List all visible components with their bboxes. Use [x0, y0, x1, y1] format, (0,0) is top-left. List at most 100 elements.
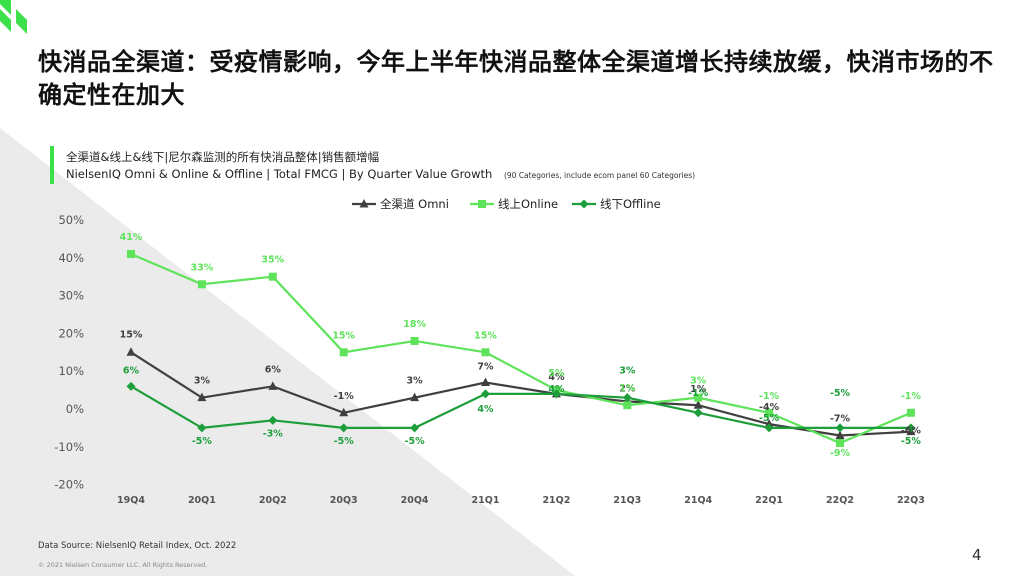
legend-marker-omni	[359, 199, 369, 208]
omni-data-label: 1%	[690, 384, 707, 395]
omni-point	[764, 419, 774, 428]
online-point	[197, 280, 206, 289]
online-data-label: 15%	[474, 330, 497, 341]
online-data-label: 15%	[332, 330, 355, 341]
x-tick-label: 22Q1	[755, 495, 783, 506]
offline-point	[126, 381, 136, 391]
offline-data-label: -5%	[405, 436, 426, 447]
y-tick-label: 0%	[66, 402, 84, 416]
offline-data-label: -5%	[334, 436, 355, 447]
omni-data-label: -6%	[901, 426, 922, 437]
online-point	[481, 348, 490, 357]
online-point	[410, 336, 419, 345]
offline-point	[481, 389, 490, 399]
omni-data-label: 15%	[120, 329, 143, 340]
offline-point	[906, 423, 916, 433]
subtitle-note: (90 Categories, include ecom panel 60 Ca…	[503, 171, 696, 180]
offline-data-label: -3%	[263, 428, 284, 439]
online-data-label: -9%	[830, 448, 851, 459]
omni-data-label: -4%	[759, 402, 780, 413]
copyright: © 2021 Nielsen Consumer LLC. All Rights …	[38, 561, 208, 569]
omni-point	[693, 400, 703, 409]
subtitle-chinese: 全渠道&线上&线下|尼尔森监测的所有快消品整体|销售额增幅	[66, 150, 380, 164]
online-data-label: 41%	[120, 232, 143, 243]
online-point	[339, 348, 348, 357]
online-point	[836, 439, 844, 448]
online-data-label: -1%	[759, 391, 780, 402]
x-tick-label: 22Q3	[897, 495, 925, 506]
y-tick-label: 40%	[58, 251, 84, 265]
y-tick-label: -10%	[54, 440, 84, 454]
offline-data-label: -1%	[688, 388, 709, 399]
omni-point	[481, 377, 490, 387]
online-data-label: 3%	[690, 376, 707, 387]
subtitle-accent-bar	[50, 146, 54, 184]
subtitle-english: NielsenIQ Omni & Online & Offline | Tota…	[66, 167, 695, 181]
offline-point	[339, 423, 349, 433]
omni-point	[410, 392, 420, 402]
x-tick-label: 20Q1	[188, 495, 216, 506]
nielsen-logo-mark	[0, 0, 27, 34]
offline-point	[197, 423, 207, 433]
online-data-label: 5%	[548, 368, 565, 379]
offline-data-label: -5%	[192, 436, 213, 447]
online-point	[623, 401, 632, 410]
offline-point	[835, 423, 845, 433]
page-title: 快消品全渠道：受疫情影响，今年上半年快消品整体全渠道增长持续放缓，快消市场的不确…	[38, 48, 994, 109]
omni-data-label: 3%	[194, 376, 211, 387]
legend-label-offline: 线下Offline	[600, 197, 661, 211]
y-tick-label: 10%	[58, 364, 84, 378]
omni-point	[835, 430, 845, 439]
y-tick-label: 50%	[58, 213, 84, 227]
online-point	[268, 272, 277, 281]
x-tick-label: 20Q2	[259, 495, 287, 506]
offline-data-label: -5%	[901, 436, 922, 447]
y-tick-label: 30%	[58, 289, 84, 303]
online-point	[127, 250, 135, 259]
online-data-label: -1%	[901, 391, 922, 402]
offline-point	[410, 423, 420, 433]
omni-point	[339, 407, 349, 417]
omni-data-label: -1%	[334, 391, 355, 402]
omni-data-label: 6%	[265, 364, 282, 375]
omni-point	[126, 347, 136, 356]
online-point	[906, 408, 915, 417]
omni-point	[197, 392, 207, 402]
omni-point	[268, 381, 278, 390]
legend-marker-offline	[579, 199, 589, 209]
omni-data-label: 4%	[548, 372, 565, 383]
y-tick-label: -20%	[54, 478, 84, 492]
offline-data-label: 3%	[619, 366, 636, 377]
offline-data-label: -5%	[830, 388, 851, 399]
online-point	[694, 393, 703, 402]
online-point	[765, 408, 774, 417]
offline-point	[551, 389, 561, 399]
series-line-omni	[130, 351, 911, 437]
x-tick-label: 20Q4	[401, 495, 429, 506]
omni-data-label: 2%	[619, 383, 636, 394]
offline-data-label: 6%	[123, 365, 140, 376]
offline-data-label: 4%	[477, 404, 494, 415]
online-data-label: 33%	[191, 262, 214, 273]
series-line-offline	[130, 385, 911, 430]
omni-data-label: -7%	[830, 413, 851, 424]
subtitle-english-text: NielsenIQ Omni & Online & Offline | Tota…	[66, 167, 493, 181]
offline-point	[268, 415, 278, 425]
online-data-label: 1%	[619, 383, 636, 394]
x-tick-label: 20Q3	[330, 495, 358, 506]
series-line-online	[130, 253, 912, 445]
online-data-label: 18%	[403, 319, 426, 330]
offline-point	[622, 393, 632, 403]
legend-marker-online	[478, 200, 486, 208]
data-source: Data Source: NielsenIQ Retail Index, Oct…	[38, 541, 237, 551]
x-tick-label: 21Q4	[684, 495, 712, 506]
legend-label-online: 线上Online	[498, 197, 558, 211]
legend-label-omni: 全渠道 Omni	[380, 197, 449, 211]
offline-point	[764, 423, 774, 433]
x-tick-label: 21Q3	[613, 495, 641, 506]
page-number: 4	[972, 546, 982, 564]
online-data-label: 35%	[261, 255, 284, 266]
x-tick-label: 21Q2	[542, 495, 570, 506]
omni-data-label: 3%	[407, 376, 424, 387]
